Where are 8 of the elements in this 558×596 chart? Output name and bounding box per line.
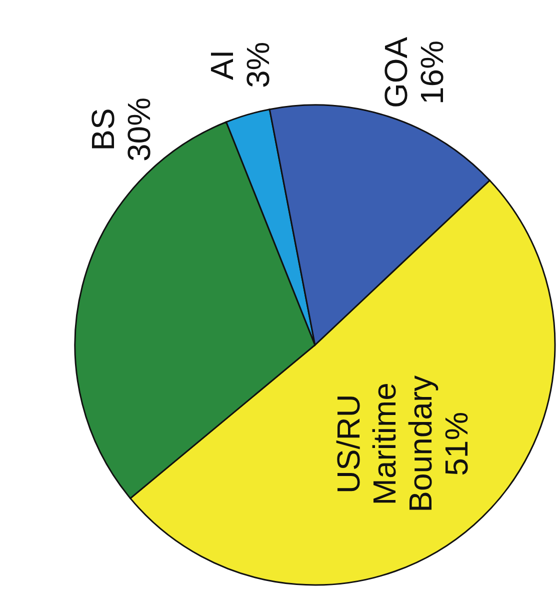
data-label: 51% — [438, 412, 474, 476]
slice-label: BS — [84, 108, 121, 151]
data-label: 16% — [414, 40, 450, 105]
slice-label: US/RU Maritime Boundary — [330, 375, 438, 512]
data-label: 3% — [240, 42, 276, 88]
slice-label: GOA — [378, 36, 414, 108]
slice-label: AI — [204, 50, 240, 80]
data-label: 30% — [120, 97, 157, 162]
